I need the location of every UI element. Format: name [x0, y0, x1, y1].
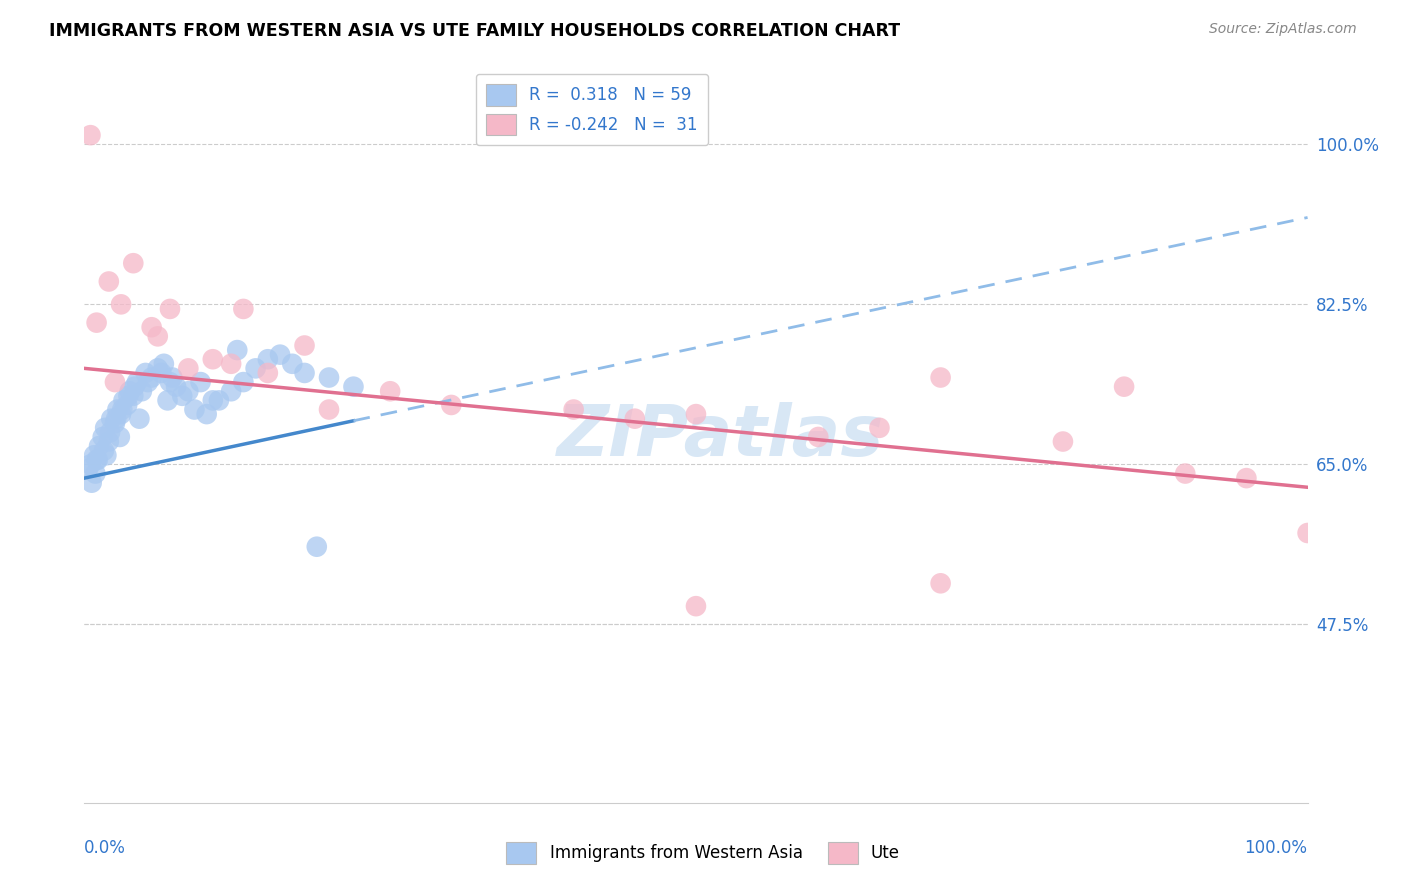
Point: [124, 379, 146, 393]
Point: [257, 366, 280, 380]
Text: 0.0%: 0.0%: [84, 839, 127, 857]
Point: [87, 453, 110, 467]
Point: [159, 375, 181, 389]
Point: [141, 320, 163, 334]
Point: [83, 448, 105, 462]
Point: [86, 316, 108, 330]
Point: [685, 599, 707, 614]
Point: [305, 540, 328, 554]
Point: [294, 366, 316, 380]
Point: [380, 384, 402, 399]
Point: [1114, 379, 1136, 393]
Point: [104, 375, 127, 389]
Point: [94, 421, 117, 435]
Point: [117, 389, 139, 403]
Point: [110, 297, 132, 311]
Point: [190, 375, 212, 389]
Point: [201, 393, 224, 408]
Point: [96, 448, 118, 462]
Point: [869, 421, 891, 435]
Point: [84, 467, 107, 481]
Point: [165, 379, 187, 393]
Point: [108, 430, 131, 444]
Point: [153, 357, 176, 371]
Point: [91, 430, 114, 444]
Point: [195, 407, 218, 421]
Legend: Immigrants from Western Asia, Ute: Immigrants from Western Asia, Ute: [499, 836, 907, 871]
Point: [79, 458, 101, 472]
Point: [807, 430, 830, 444]
Point: [929, 576, 952, 591]
Text: Source: ZipAtlas.com: Source: ZipAtlas.com: [1209, 22, 1357, 37]
Point: [97, 275, 120, 289]
Point: [245, 361, 267, 376]
Legend: R =  0.318   N = 59, R = -0.242   N =  31: R = 0.318 N = 59, R = -0.242 N = 31: [477, 74, 707, 145]
Point: [177, 384, 200, 399]
Point: [79, 128, 101, 143]
Point: [929, 370, 952, 384]
Point: [562, 402, 585, 417]
Text: 100.0%: 100.0%: [1244, 839, 1308, 857]
Point: [122, 389, 145, 403]
Point: [86, 453, 108, 467]
Point: [156, 393, 179, 408]
Point: [112, 393, 135, 408]
Point: [201, 352, 224, 367]
Point: [128, 411, 150, 425]
Point: [162, 370, 184, 384]
Point: [219, 384, 242, 399]
Point: [440, 398, 463, 412]
Point: [105, 411, 128, 425]
Point: [111, 402, 134, 417]
Point: [1174, 467, 1197, 481]
Point: [685, 407, 707, 421]
Point: [141, 370, 163, 384]
Point: [87, 439, 110, 453]
Point: [257, 352, 280, 367]
Point: [135, 366, 157, 380]
Point: [172, 389, 194, 403]
Point: [80, 475, 103, 490]
Point: [159, 301, 181, 316]
Point: [1236, 471, 1258, 485]
Point: [318, 402, 340, 417]
Point: [105, 402, 128, 417]
Point: [118, 384, 141, 399]
Point: [150, 366, 173, 380]
Point: [1296, 526, 1319, 541]
Text: IMMIGRANTS FROM WESTERN ASIA VS UTE FAMILY HOUSEHOLDS CORRELATION CHART: IMMIGRANTS FROM WESTERN ASIA VS UTE FAMI…: [49, 22, 900, 40]
Point: [281, 357, 304, 371]
Point: [110, 407, 132, 421]
Point: [1052, 434, 1074, 449]
Point: [208, 393, 231, 408]
Point: [125, 375, 148, 389]
Point: [219, 357, 242, 371]
Point: [122, 256, 145, 270]
Point: [232, 301, 254, 316]
Point: [146, 329, 169, 343]
Point: [624, 411, 647, 425]
Point: [177, 361, 200, 376]
Point: [294, 338, 316, 352]
Point: [136, 375, 159, 389]
Point: [93, 443, 115, 458]
Point: [104, 416, 127, 430]
Point: [146, 361, 169, 376]
Point: [226, 343, 249, 357]
Point: [232, 375, 254, 389]
Point: [100, 411, 122, 425]
Point: [342, 379, 364, 393]
Point: [97, 434, 120, 449]
Point: [318, 370, 340, 384]
Text: ZIPatlas: ZIPatlas: [557, 402, 884, 472]
Point: [183, 402, 205, 417]
Point: [115, 398, 138, 412]
Point: [98, 425, 121, 440]
Point: [77, 462, 100, 476]
Point: [131, 384, 153, 399]
Point: [269, 348, 291, 362]
